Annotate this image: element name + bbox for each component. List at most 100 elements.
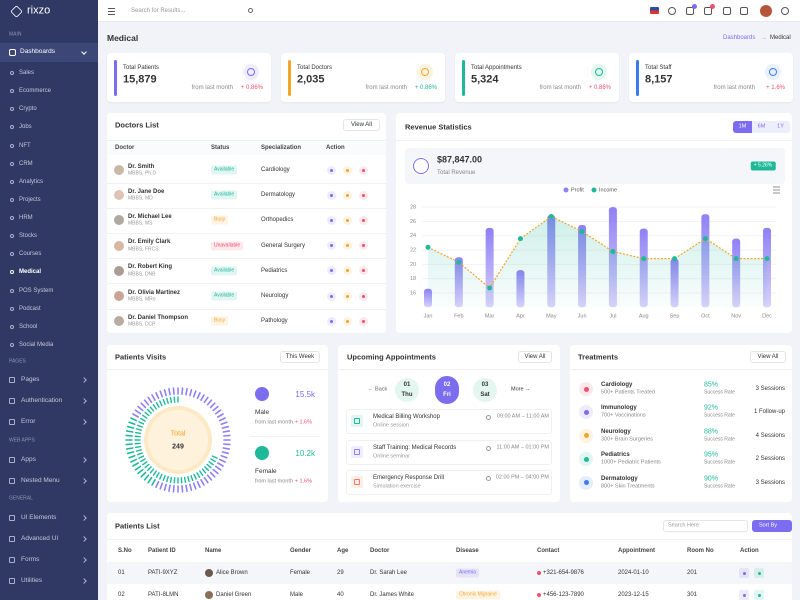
day-number[interactable]: 03 bbox=[481, 382, 489, 388]
nav-subitem[interactable]: HRM bbox=[19, 215, 33, 222]
nav-subitem[interactable]: Projects bbox=[19, 196, 41, 203]
day-pill[interactable] bbox=[395, 378, 419, 402]
stat-icon-glyph bbox=[595, 68, 603, 76]
header-icon[interactable] bbox=[704, 7, 712, 15]
day-weekday[interactable]: Fri bbox=[443, 392, 451, 398]
button[interactable] bbox=[343, 119, 380, 131]
nav-item[interactable]: UI Elements bbox=[21, 513, 57, 521]
nav-subitem[interactable]: Sales bbox=[19, 70, 35, 76]
stat-note: from last month bbox=[539, 85, 581, 91]
day-pill[interactable] bbox=[473, 378, 497, 402]
more-link[interactable]: More → bbox=[511, 386, 531, 393]
stat-value: 5,324 bbox=[471, 73, 499, 86]
search-placeholder[interactable]: Search Here bbox=[668, 522, 699, 529]
header-icon[interactable] bbox=[781, 7, 789, 15]
cell: 29 bbox=[337, 570, 344, 576]
nav-subitem[interactable]: Ecommerce bbox=[19, 88, 52, 95]
tab[interactable] bbox=[733, 121, 752, 133]
action-icon bbox=[329, 244, 333, 248]
cell: +456-123-7890 bbox=[543, 592, 584, 598]
flag-icon[interactable] bbox=[650, 7, 659, 14]
action-icon bbox=[361, 294, 365, 298]
tab-label[interactable]: 6M bbox=[757, 123, 766, 130]
button-label[interactable]: View All bbox=[524, 354, 546, 360]
page-title: Medical bbox=[107, 32, 139, 43]
nav-item[interactable]: Error bbox=[21, 417, 36, 425]
tab-label[interactable]: 1M bbox=[738, 123, 747, 130]
button[interactable] bbox=[750, 351, 786, 363]
nav-item[interactable]: Pages bbox=[21, 375, 40, 383]
treatment-name: Dermatology bbox=[601, 475, 638, 482]
header-icon[interactable] bbox=[740, 7, 748, 15]
day-number[interactable]: 01 bbox=[403, 382, 411, 388]
tab[interactable] bbox=[771, 121, 790, 133]
tab[interactable] bbox=[752, 121, 771, 133]
gender-change: + 1.6% bbox=[294, 478, 312, 485]
nav-subitem[interactable]: CRM bbox=[19, 160, 33, 167]
stat-change: + 1.6% bbox=[766, 85, 785, 91]
search-input[interactable]: Search for Results... bbox=[131, 8, 186, 14]
avatar bbox=[760, 5, 772, 17]
nav-subitem[interactable]: Crypto bbox=[19, 106, 37, 113]
nav-subitem[interactable]: School bbox=[19, 323, 38, 330]
revenue-label: Total Revenue bbox=[437, 170, 476, 176]
nav-item[interactable]: Forms bbox=[21, 555, 40, 563]
button-label[interactable]: This Week bbox=[285, 354, 315, 360]
appointment-time: 02:00 PM – 04:00 PM bbox=[495, 474, 549, 481]
nav-item[interactable]: Advanced UI bbox=[21, 534, 59, 542]
header-icon[interactable] bbox=[686, 7, 694, 15]
nav-subitem[interactable]: POS System bbox=[19, 287, 54, 294]
doctor-degree: MBBS, Ph.D bbox=[128, 170, 157, 177]
sort-button[interactable] bbox=[752, 520, 792, 532]
nav-item[interactable]: Apps bbox=[21, 455, 36, 463]
x-tick-label: Jan bbox=[424, 313, 433, 319]
button-label[interactable]: View All bbox=[351, 122, 372, 128]
nav-subitem[interactable]: Stocks bbox=[19, 233, 38, 240]
nav-item[interactable]: Utilities bbox=[21, 576, 42, 584]
doctor-name: Dr. Daniel Thompson bbox=[128, 314, 189, 321]
day-weekday[interactable]: Sat bbox=[480, 392, 490, 398]
avatar bbox=[114, 165, 124, 175]
status-badge: Unavailable bbox=[211, 241, 244, 251]
search-box[interactable] bbox=[663, 520, 748, 532]
nav-item[interactable]: Nested Menu bbox=[21, 476, 60, 484]
nav-subitem[interactable]: Jobs bbox=[19, 124, 32, 131]
treatment-icon-glyph bbox=[583, 386, 589, 392]
appointment-time: 09:00 AM – 11:00 AM bbox=[496, 413, 549, 420]
button-label[interactable]: View All bbox=[757, 354, 779, 360]
nav-subitem[interactable]: Courses bbox=[19, 251, 42, 258]
day-pill[interactable] bbox=[435, 376, 459, 404]
nav-subitem[interactable]: Medical bbox=[19, 269, 42, 276]
sort-label[interactable]: Sort By bbox=[758, 522, 778, 529]
breadcrumb[interactable]: Dashboards bbox=[723, 35, 756, 41]
nav-subitem[interactable]: Podcast bbox=[19, 305, 41, 312]
x-tick-label: Aug bbox=[639, 313, 649, 319]
nav-subitem[interactable]: Social Media bbox=[19, 341, 54, 348]
nav-item[interactable]: Dashboards bbox=[20, 47, 56, 55]
nav-subitem[interactable]: Analytics bbox=[19, 178, 44, 185]
cell: 301 bbox=[687, 592, 698, 598]
row-divider bbox=[107, 233, 386, 234]
y-tick-label: 24 bbox=[410, 233, 416, 239]
day-weekday[interactable]: Thu bbox=[401, 392, 413, 398]
stat-accent bbox=[636, 60, 639, 96]
action-icon bbox=[361, 269, 365, 273]
nav-item[interactable]: Authentication bbox=[21, 396, 63, 404]
button[interactable] bbox=[518, 351, 552, 363]
visits-ring bbox=[125, 387, 231, 493]
header-icon[interactable] bbox=[723, 7, 731, 15]
day-number[interactable]: 02 bbox=[443, 382, 451, 388]
stat-card bbox=[629, 53, 793, 102]
tab-label[interactable]: 1Y bbox=[777, 123, 784, 130]
avatar bbox=[114, 316, 124, 327]
doctor-degree: MBBS, DCP bbox=[128, 321, 156, 328]
nav-icon bbox=[9, 515, 15, 521]
header-icon[interactable] bbox=[668, 7, 676, 15]
stat-card bbox=[455, 53, 619, 102]
nav-subitem[interactable]: NFT bbox=[19, 142, 31, 149]
button[interactable] bbox=[280, 351, 320, 363]
action-icon bbox=[361, 168, 365, 172]
success-rate: 92% bbox=[704, 404, 719, 412]
specialization: Cardiology bbox=[261, 167, 290, 173]
back-link[interactable]: ← Back bbox=[368, 386, 388, 393]
